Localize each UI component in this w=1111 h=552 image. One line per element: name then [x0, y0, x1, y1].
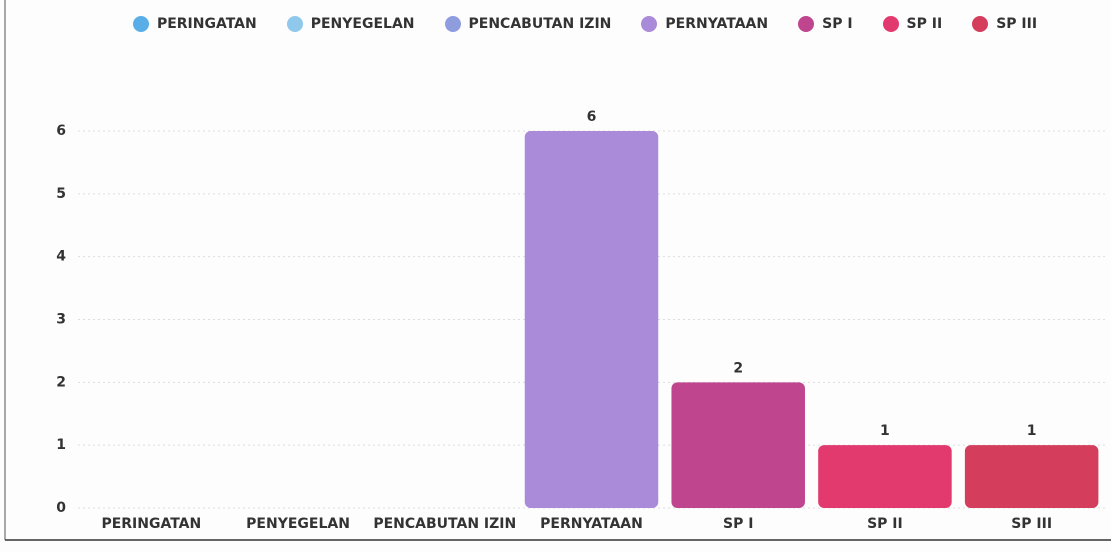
legend-label: PENYEGELAN — [310, 16, 415, 32]
legend-item[interactable]: PERNYATAAN — [641, 12, 768, 36]
x-tick-label: SP II — [867, 516, 903, 532]
legend-swatch — [286, 16, 303, 32]
x-tick-label: SP III — [1011, 516, 1052, 532]
legend-item[interactable]: PENCABUTAN IZIN — [444, 12, 612, 36]
legend-label: SP II — [906, 16, 943, 32]
legend-label: SP I — [822, 16, 853, 32]
data-label: 6 — [587, 109, 597, 125]
bar — [671, 382, 805, 508]
x-tick-label: PENYEGELAN — [246, 516, 350, 532]
legend-swatch — [132, 16, 149, 32]
legend-label: PENCABUTAN IZIN — [468, 16, 612, 32]
legend-swatch — [972, 16, 989, 32]
legend-label: SP III — [996, 16, 1038, 32]
legend-label: PERINGATAN — [156, 16, 257, 32]
legend-item[interactable]: SP III — [972, 12, 1037, 36]
y-tick-label: 3 — [56, 312, 66, 328]
legend: PERINGATAN PENYEGELAN PENCABUTAN IZIN PERNY… — [105, 12, 1065, 36]
legend-item[interactable]: SP I — [798, 12, 853, 36]
legend-swatch — [882, 16, 899, 32]
x-tick-label: PENCABUTAN IZIN — [373, 516, 516, 532]
legend-swatch — [798, 16, 815, 32]
bar — [818, 445, 952, 508]
y-tick-label: 0 — [56, 500, 66, 516]
bar — [964, 445, 1099, 508]
x-tick-label: PERNYATAAN — [540, 516, 643, 532]
x-tick-label: SP I — [723, 516, 753, 532]
bar — [524, 131, 659, 508]
y-tick-label: 1 — [56, 437, 66, 453]
data-label: 2 — [733, 360, 743, 376]
legend-item[interactable]: SP II — [882, 12, 943, 36]
legend-item[interactable]: PENYEGELAN — [286, 12, 415, 36]
data-label: 1 — [1027, 423, 1037, 439]
y-tick-label: 4 — [56, 249, 66, 265]
legend-swatch — [641, 16, 658, 32]
y-tick-label: 2 — [56, 374, 66, 390]
legend-item[interactable]: PERINGATAN — [132, 12, 257, 36]
y-tick-label: 5 — [56, 186, 66, 202]
legend-swatch — [444, 16, 461, 32]
y-tick-label: 6 — [56, 123, 66, 139]
data-label: 1 — [880, 423, 890, 439]
x-tick-label: PERINGATAN — [101, 516, 201, 532]
legend-label: PERNYATAAN — [665, 16, 769, 32]
